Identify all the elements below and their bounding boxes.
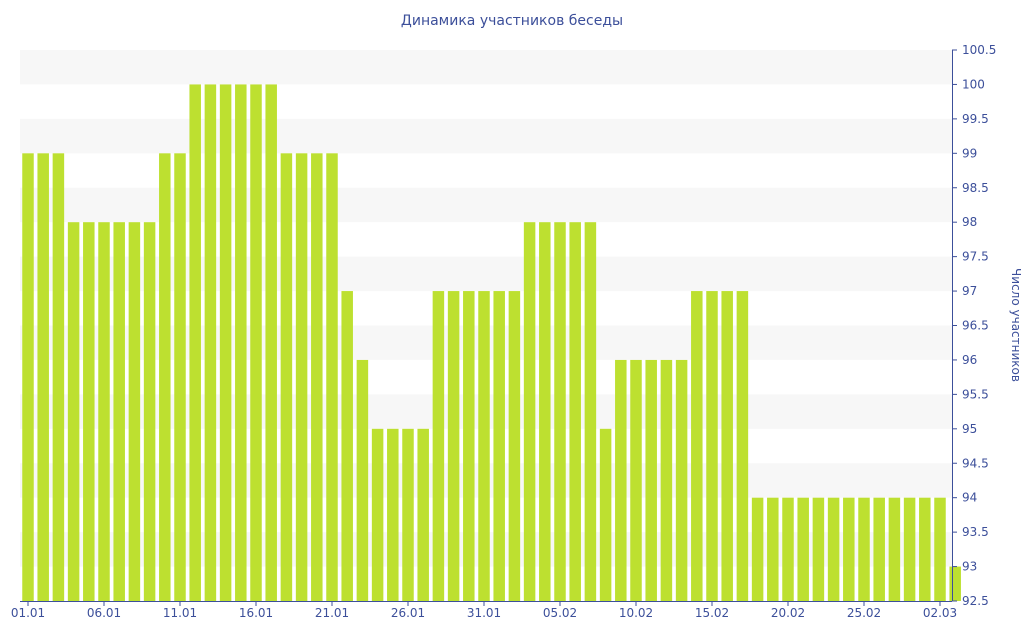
y-tick-label: 96 [962,353,977,367]
x-tick-label: 10.02 [619,606,653,620]
x-tick-label: 06.01 [87,606,121,620]
bar [113,222,125,601]
bar [402,428,414,601]
bar [523,222,536,601]
bar [189,84,201,601]
x-tick-label: 11.01 [163,606,197,620]
bar [356,359,369,601]
bar [52,153,65,601]
bar [37,153,49,601]
y-tick-label: 96.5 [962,319,989,333]
bar [463,291,475,601]
y-tick-label: 93.5 [962,525,989,539]
y-tick-label: 97.5 [962,250,989,264]
bar [615,359,627,601]
y-tick-label: 99.5 [962,112,989,126]
bar [204,84,217,601]
bar [645,359,657,601]
bar [751,497,764,601]
bar [219,84,232,601]
bar [67,222,80,601]
bar [675,359,688,601]
bar [417,428,429,601]
bar [478,291,490,601]
bar [508,291,521,601]
bar [903,497,916,601]
bar [493,291,505,601]
bar [326,153,338,601]
y-tick-label: 94.5 [962,456,989,470]
bar [584,222,597,601]
bar [311,153,323,601]
bar [888,497,901,601]
chart-title: Динамика участников беседы [400,13,624,29]
bar [98,222,110,601]
bar [706,291,718,601]
y-tick-label: 100.5 [962,43,996,57]
bar [174,153,186,601]
bar [767,497,779,601]
bar [827,497,840,601]
bar [630,359,642,601]
bar [721,291,733,601]
y-tick-label: 95.5 [962,387,989,401]
bar [797,497,809,601]
bar [235,84,247,601]
grid-band [20,50,952,85]
bar [934,497,946,601]
bar [843,497,855,601]
y-tick-label: 97 [962,284,977,298]
bar [782,497,794,601]
x-tick-label: 26.01 [391,606,425,620]
bar [691,291,703,601]
x-tick-label: 02.03 [923,606,957,620]
bar [447,291,460,601]
bar [919,497,931,601]
y-tick-label: 99 [962,146,977,160]
bar [554,222,566,601]
bar [812,497,825,601]
bar [341,291,353,601]
bar [371,428,384,601]
x-tick-label: 05.02 [543,606,577,620]
x-tick-label: 25.02 [847,606,881,620]
bar [143,222,156,601]
bar [949,566,961,601]
x-tick-label: 16.01 [239,606,273,620]
y-tick-label: 92.5 [962,594,989,608]
bar [83,222,95,601]
bar [569,222,581,601]
bar [22,153,34,601]
y-tick-label: 98 [962,215,977,229]
bar [387,428,399,601]
bar [250,84,262,601]
bar [660,359,673,601]
bar [858,497,870,601]
x-tick-label: 31.01 [467,606,501,620]
bar [280,153,293,601]
bar [128,222,141,601]
y-tick-label: 100 [962,77,985,91]
bar [599,428,612,601]
y-tick-label: 93 [962,560,977,574]
grid-band [20,118,952,154]
bar [873,497,885,601]
x-tick-label: 15.02 [695,606,729,620]
bar [736,291,749,601]
bar [265,84,277,601]
x-tick-label: 01.01 [11,606,45,620]
x-tick-label: 20.02 [771,606,805,620]
y-tick-label: 98.5 [962,181,989,195]
y-tick-label: 94 [962,491,977,505]
bar [159,153,171,601]
bar [295,153,308,601]
bar [432,291,445,601]
x-tick-label: 21.01 [315,606,349,620]
y-tick-label: 95 [962,422,977,436]
bar [539,222,551,601]
